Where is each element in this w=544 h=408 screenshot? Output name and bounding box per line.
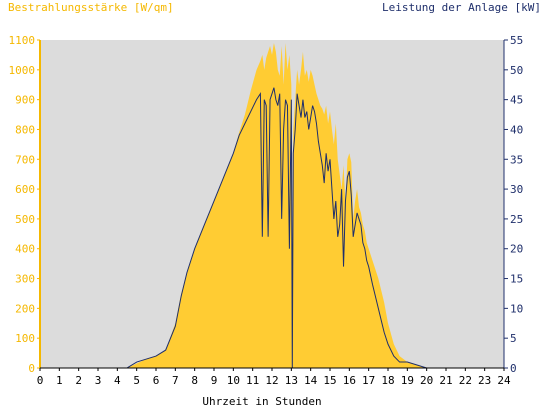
x-tick-label: 22 — [459, 374, 472, 387]
left-tick-label: 300 — [15, 273, 35, 286]
left-axis-title: Bestrahlungsstärke [W/qm] — [8, 1, 174, 14]
x-tick-label: 23 — [478, 374, 491, 387]
x-tick-label: 3 — [95, 374, 102, 387]
right-tick-label: 50 — [510, 64, 523, 77]
x-tick-label: 13 — [285, 374, 298, 387]
axes-layer: 0100200300400500600700800900100011000510… — [9, 34, 524, 387]
x-axis-title: Uhrzeit in Stunden — [202, 395, 321, 408]
x-tick-label: 11 — [246, 374, 259, 387]
right-tick-label: 5 — [510, 332, 517, 345]
x-tick-label: 19 — [401, 374, 414, 387]
right-tick-label: 45 — [510, 94, 523, 107]
x-tick-label: 14 — [304, 374, 318, 387]
left-tick-label: 0 — [28, 362, 35, 375]
left-tick-label: 1000 — [9, 64, 36, 77]
left-tick-label: 200 — [15, 302, 35, 315]
right-tick-label: 15 — [510, 273, 523, 286]
right-tick-label: 10 — [510, 302, 523, 315]
x-tick-label: 6 — [153, 374, 160, 387]
x-tick-label: 16 — [343, 374, 356, 387]
power-line — [40, 87, 504, 369]
right-tick-label: 55 — [510, 34, 523, 47]
x-tick-label: 15 — [323, 374, 336, 387]
left-tick-label: 400 — [15, 243, 35, 256]
x-tick-label: 5 — [133, 374, 140, 387]
x-tick-label: 10 — [227, 374, 240, 387]
right-tick-label: 35 — [510, 153, 523, 166]
left-tick-label: 600 — [15, 183, 35, 196]
x-tick-label: 9 — [211, 374, 218, 387]
x-tick-label: 18 — [381, 374, 394, 387]
x-tick-label: 1 — [56, 374, 63, 387]
series-layer — [40, 42, 504, 369]
x-tick-label: 21 — [439, 374, 452, 387]
left-tick-label: 800 — [15, 123, 35, 136]
x-tick-label: 20 — [420, 374, 433, 387]
irradiance-area — [40, 42, 504, 368]
x-tick-label: 7 — [172, 374, 179, 387]
x-tick-label: 24 — [497, 374, 511, 387]
x-tick-label: 8 — [191, 374, 198, 387]
left-tick-label: 900 — [15, 94, 35, 107]
right-tick-label: 40 — [510, 123, 523, 136]
x-tick-label: 12 — [265, 374, 278, 387]
right-tick-label: 25 — [510, 213, 523, 226]
left-tick-label: 500 — [15, 213, 35, 226]
x-tick-label: 17 — [362, 374, 375, 387]
x-tick-label: 2 — [75, 374, 82, 387]
left-tick-label: 100 — [15, 332, 35, 345]
left-tick-label: 1100 — [9, 34, 36, 47]
x-tick-label: 4 — [114, 374, 121, 387]
right-axis-title: Leistung der Anlage [kW] — [382, 1, 541, 14]
left-tick-label: 700 — [15, 153, 35, 166]
right-tick-label: 20 — [510, 243, 523, 256]
right-tick-label: 0 — [510, 362, 517, 375]
x-tick-label: 0 — [37, 374, 44, 387]
right-tick-label: 30 — [510, 183, 523, 196]
